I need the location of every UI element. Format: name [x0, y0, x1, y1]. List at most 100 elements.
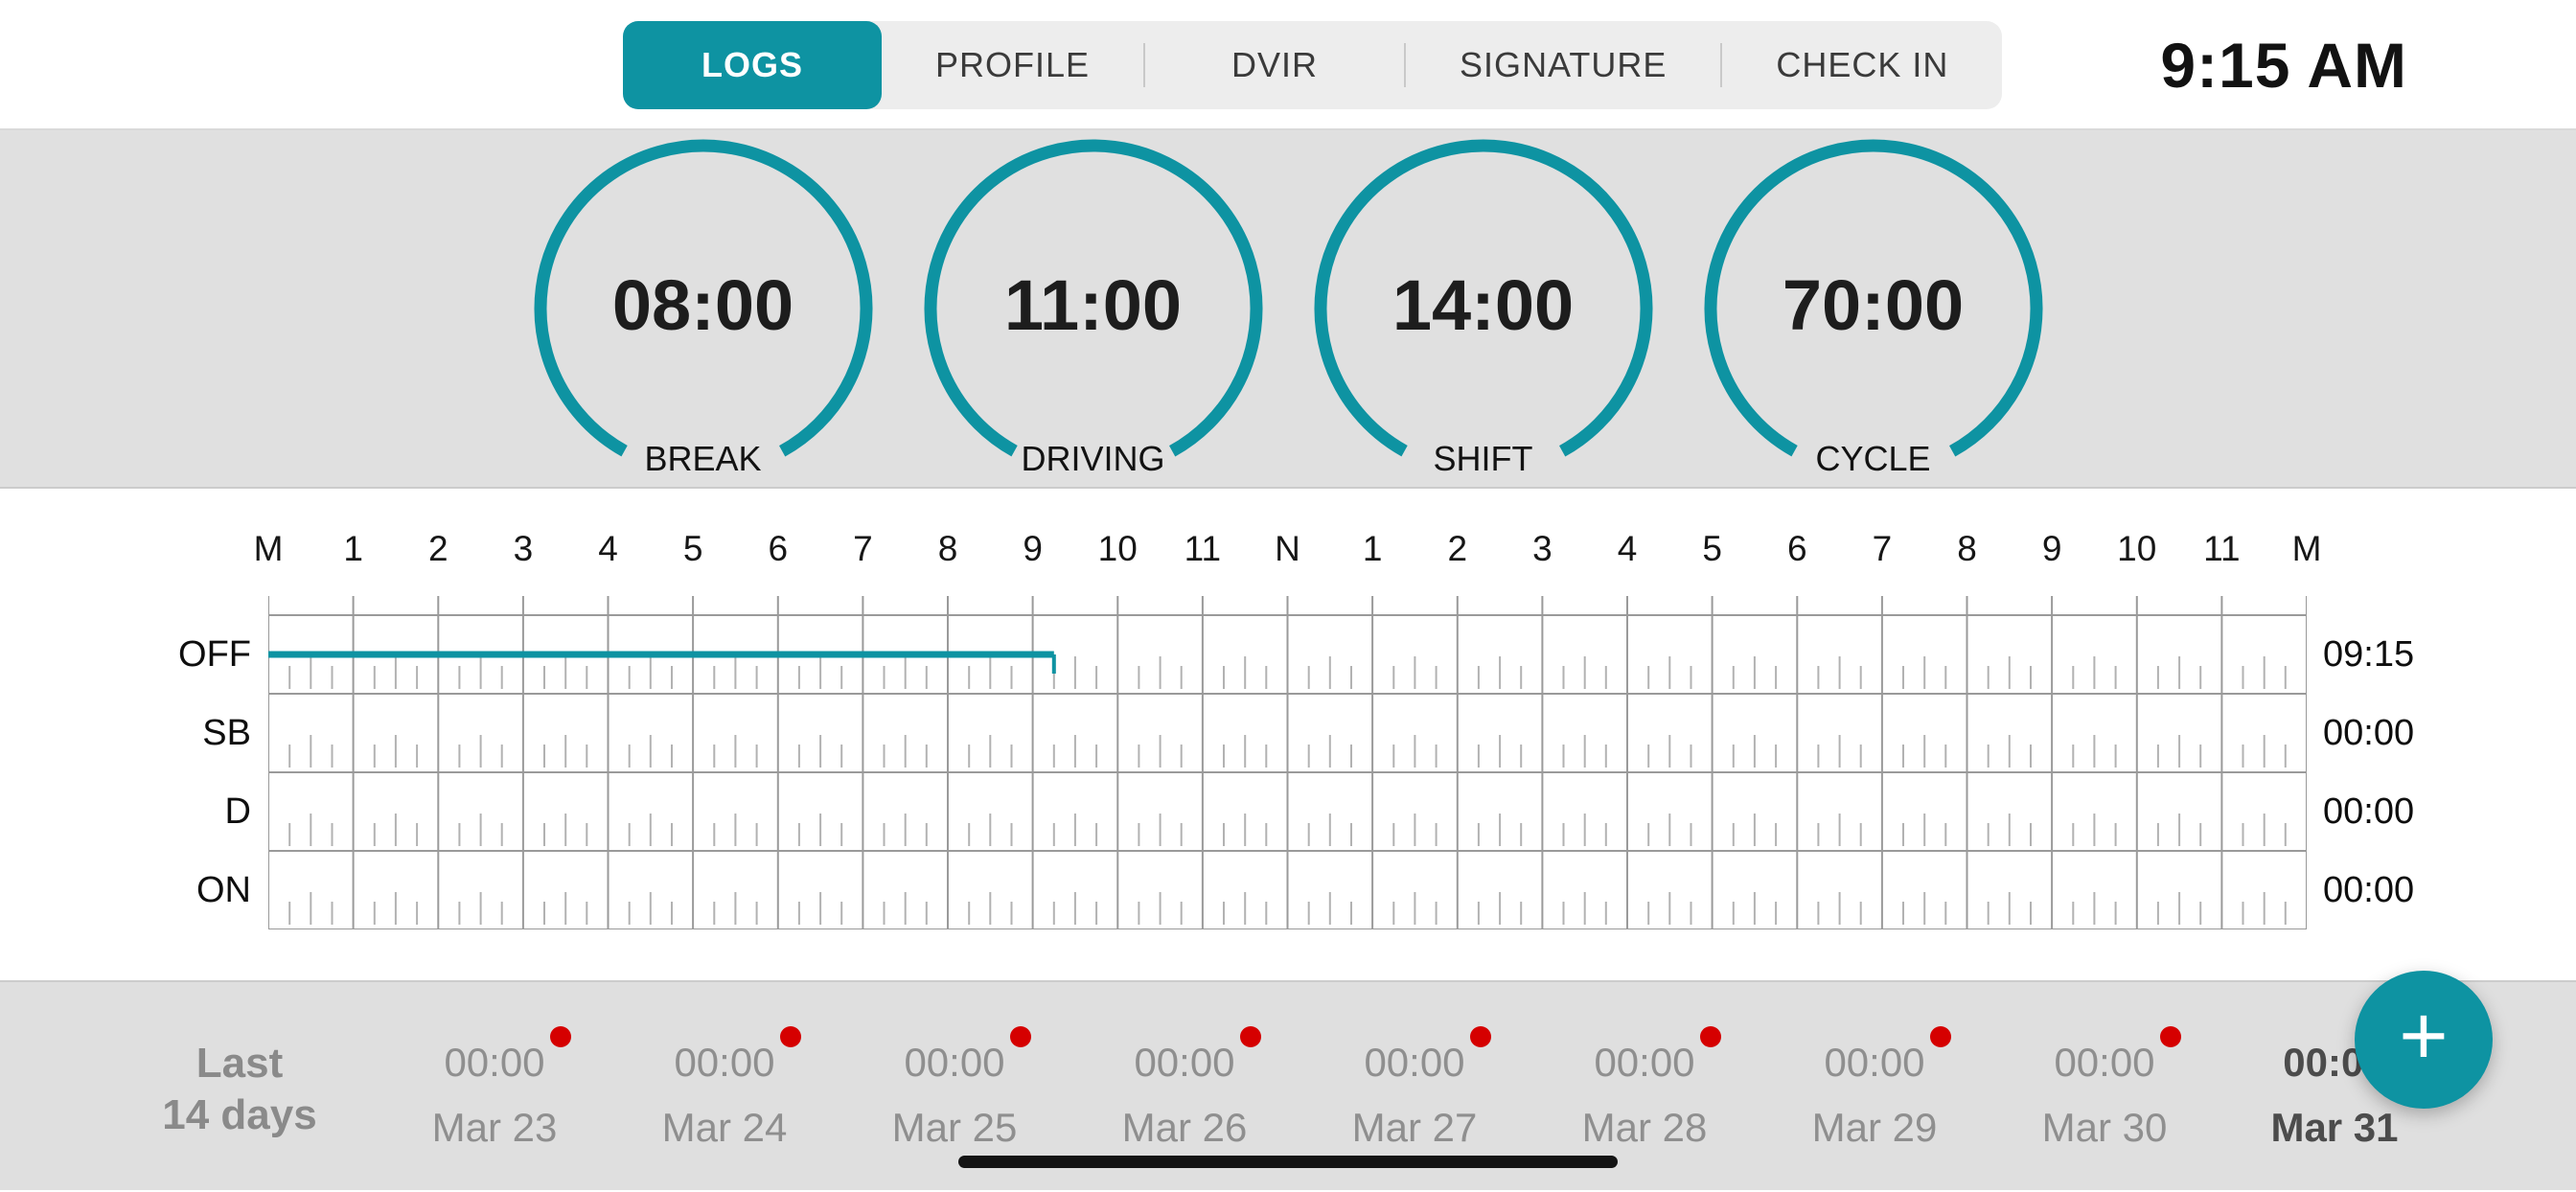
history-day-date: Mar 25 — [891, 1105, 1018, 1150]
hour-label: 2 — [1447, 529, 1468, 568]
row-total-on: 00:00 — [2323, 870, 2415, 910]
row-label-d: D — [224, 791, 251, 832]
gauge-break: 08:00 BREAK — [531, 136, 876, 481]
history-bar: Last 14 days 00:00 Mar 23 00:00 Mar 24 00:00… — [0, 980, 2576, 1190]
history-day-mar-30[interactable]: 00:00 Mar 30 — [1990, 982, 2220, 1192]
hour-label: 10 — [2117, 529, 2157, 568]
history-day-date: Mar 27 — [1351, 1105, 1478, 1150]
gauge-value: 11:00 — [1003, 265, 1183, 346]
gauge-value: 70:00 — [1782, 265, 1965, 346]
hour-label: 9 — [2041, 529, 2062, 568]
header: LOGS PROFILE DVIR SIGNATURE CHECK IN 9:15 AM — [0, 0, 2576, 130]
hour-label: 7 — [853, 529, 873, 568]
hour-label: 11 — [1184, 529, 1222, 568]
hour-label: 8 — [937, 529, 958, 568]
history-range-line2: 14 days — [162, 1091, 317, 1138]
tab-profile[interactable]: PROFILE — [935, 45, 1091, 84]
hour-label: 5 — [682, 529, 703, 568]
clock: 9:15 AM — [2160, 30, 2407, 101]
alert-dot — [780, 1026, 801, 1047]
hour-label: 10 — [1097, 529, 1138, 568]
hour-label: N — [1275, 529, 1300, 568]
history-day-hours: 00:00 — [1594, 1040, 1695, 1085]
plus-icon: + — [2399, 988, 2449, 1083]
alert-dot — [2160, 1026, 2181, 1047]
hour-label: 6 — [768, 529, 789, 568]
hour-label: M — [253, 529, 284, 568]
hour-label: 4 — [598, 529, 618, 568]
row-total-sb: 00:00 — [2323, 713, 2415, 753]
tab-divider — [1404, 43, 1407, 87]
history-day-mar-27[interactable]: 00:00 Mar 27 — [1300, 982, 1530, 1192]
history-day-mar-29[interactable]: 00:00 Mar 29 — [1760, 982, 1990, 1192]
gauge-label: SHIFT — [1433, 439, 1533, 478]
tab-check-in[interactable]: CHECK IN — [1776, 45, 1949, 84]
hour-label: 7 — [1872, 529, 1893, 568]
gauge-value: 08:00 — [611, 265, 794, 346]
home-indicator[interactable] — [958, 1156, 1618, 1168]
history-day-date: Mar 28 — [1581, 1105, 1708, 1150]
history-day-hours: 00:00 — [1134, 1040, 1235, 1085]
history-day-mar-28[interactable]: 00:00 Mar 28 — [1530, 982, 1760, 1192]
tab-divider — [1143, 43, 1146, 87]
hour-label: 9 — [1023, 529, 1043, 568]
history-day-hours: 00:00 — [444, 1040, 545, 1085]
history-day-hours: 00:00 — [1824, 1040, 1925, 1085]
tab-divider — [1720, 43, 1723, 87]
gauge-value: 14:00 — [1392, 265, 1575, 346]
hour-label: 3 — [1532, 529, 1552, 568]
gauge-ring-icon — [924, 139, 1262, 478]
history-range-label: Last 14 days — [144, 1038, 335, 1141]
tab-dvir[interactable]: DVIR — [1231, 45, 1319, 84]
history-day-hours: 00:00 — [904, 1040, 1005, 1085]
history-day-hours: 00:00 — [2054, 1040, 2155, 1085]
hour-label: 8 — [1957, 529, 1977, 568]
alert-dot — [1930, 1026, 1951, 1047]
history-day-date: Mar 26 — [1121, 1105, 1248, 1150]
gauge-label: BREAK — [644, 439, 762, 478]
log-graph-section: M 1 2 3 4 5 6 7 8 9 10 11 N 1 2 3 4 5 6 7 8 9 10 11 M OFF SB D ON 0… — [0, 489, 2576, 980]
history-day-mar-25[interactable]: 00:00 Mar 25 — [840, 982, 1070, 1192]
hour-label: 6 — [1786, 529, 1807, 568]
alert-dot — [1010, 1026, 1031, 1047]
hour-label: 3 — [513, 529, 534, 568]
history-day-mar-23[interactable]: 00:00 Mar 23 — [380, 982, 610, 1192]
history-day-mar-24[interactable]: 00:00 Mar 24 — [610, 982, 840, 1192]
gauge-label: CYCLE — [1815, 439, 1931, 478]
alert-dot — [1700, 1026, 1721, 1047]
hour-label: 4 — [1617, 529, 1638, 568]
history-day-date: Mar 23 — [431, 1105, 558, 1150]
hour-label: 1 — [343, 529, 363, 568]
hour-label: M — [2291, 529, 2322, 568]
history-day-date: Mar 31 — [2270, 1105, 2399, 1150]
gauge-shift: 14:00 SHIFT — [1311, 136, 1656, 481]
hour-label: 2 — [427, 529, 448, 568]
row-label-sb: SB — [202, 713, 251, 753]
row-label-off: OFF — [178, 634, 251, 675]
gauge-label: DRIVING — [1021, 439, 1165, 478]
gauge-ring-icon — [1704, 139, 2042, 478]
row-total-d: 00:00 — [2323, 791, 2415, 832]
alert-dot — [1240, 1026, 1261, 1047]
hour-label: 5 — [1702, 529, 1722, 568]
add-log-button[interactable]: + — [2355, 971, 2493, 1109]
history-day-mar-26[interactable]: 00:00 Mar 26 — [1070, 982, 1300, 1192]
hour-label: 1 — [1362, 529, 1383, 568]
gauge-cycle: 70:00 CYCLE — [1701, 136, 2046, 481]
history-day-hours: 00:00 — [674, 1040, 775, 1085]
alert-dot — [1470, 1026, 1491, 1047]
hour-labels: M 1 2 3 4 5 6 7 8 9 10 11 N 1 2 3 4 5 6 7 8 9 10 11 M — [254, 527, 2322, 571]
tab-signature[interactable]: SIGNATURE — [1460, 45, 1668, 84]
alert-dot — [550, 1026, 571, 1047]
tab-bar: LOGS PROFILE DVIR SIGNATURE CHECK IN — [623, 21, 2003, 109]
history-day-date: Mar 29 — [1811, 1105, 1938, 1150]
history-range-line1: Last — [196, 1040, 284, 1087]
gauge-ring-icon — [1314, 139, 1652, 478]
gauge-driving: 11:00 DRIVING — [921, 136, 1266, 481]
hour-label: 11 — [2203, 529, 2241, 568]
history-day-date: Mar 24 — [661, 1105, 788, 1150]
tab-logs[interactable]: LOGS — [623, 21, 882, 109]
history-day-hours: 00:00 — [1364, 1040, 1465, 1085]
gauge-ring-icon — [534, 139, 872, 478]
row-total-off: 09:15 — [2323, 634, 2415, 675]
